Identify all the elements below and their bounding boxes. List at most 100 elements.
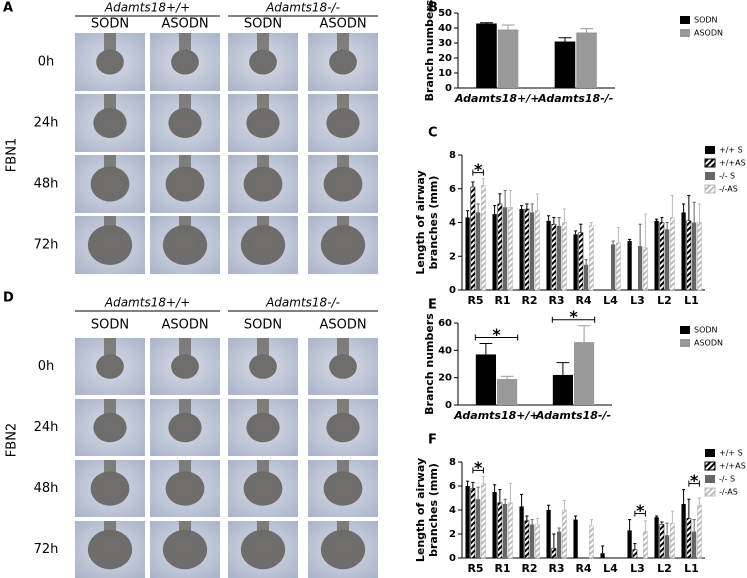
error-bar	[687, 195, 691, 221]
x-tick-label: R5	[467, 294, 483, 307]
panel-label: A	[3, 1, 13, 16]
y-tick-label: 8	[449, 457, 456, 468]
explant	[90, 166, 130, 202]
explant	[162, 529, 208, 570]
y-axis-label: branches (mm)	[427, 176, 440, 270]
bar	[611, 244, 616, 290]
error-bar	[520, 493, 524, 507]
trachea	[257, 521, 269, 539]
error-bar	[508, 189, 512, 208]
legend-label: +/+ S	[719, 449, 743, 458]
error-bar	[655, 218, 659, 221]
error-bar	[547, 504, 551, 510]
trachea	[104, 399, 116, 417]
bar	[697, 222, 702, 291]
bar	[481, 483, 486, 559]
bar	[578, 232, 584, 291]
y-tick-label: 60	[438, 318, 452, 329]
y-axis-label: Branch numbers	[423, 0, 436, 101]
treatment-header: SODN	[244, 17, 282, 32]
legend-label: -/- S	[719, 172, 735, 181]
error-bar	[557, 527, 561, 532]
bar	[697, 504, 702, 559]
error-bar	[589, 519, 593, 526]
explant	[326, 412, 360, 443]
trachea	[337, 216, 349, 234]
panel-label: C	[428, 126, 438, 141]
error-bar	[547, 215, 551, 221]
explant	[171, 354, 199, 379]
bar	[576, 32, 597, 88]
bar	[535, 210, 540, 291]
explant	[93, 107, 127, 139]
bar	[654, 517, 659, 558]
error-bar	[525, 203, 529, 209]
error-bar	[558, 37, 572, 42]
error-bar	[535, 517, 539, 525]
explant	[96, 354, 124, 379]
bar	[643, 247, 648, 291]
y-axis-label: Length of airway	[414, 458, 427, 562]
trachea	[104, 33, 116, 51]
y-tick-label: 4	[449, 505, 456, 516]
bar	[573, 234, 578, 290]
bar	[503, 207, 508, 290]
bar	[574, 342, 595, 405]
error-bar	[670, 510, 674, 524]
genotype-header: Adamts18-/-	[265, 296, 340, 310]
explant	[243, 471, 283, 506]
error-bar	[493, 205, 497, 215]
y-tick-label: 6	[449, 481, 456, 492]
error-bar	[498, 489, 502, 503]
bar	[562, 509, 567, 559]
error-bar	[535, 193, 539, 211]
explant	[171, 49, 199, 75]
bar	[557, 225, 562, 290]
error-bar	[562, 499, 566, 510]
trachea	[179, 216, 191, 234]
trachea	[337, 521, 349, 539]
y-tick-label: 0	[445, 83, 452, 94]
bar	[465, 217, 470, 290]
bar	[503, 504, 508, 558]
y-axis-label: Branch numbers	[423, 313, 436, 415]
bar	[546, 510, 551, 558]
panel-label: E	[428, 298, 437, 313]
protein-label: FBN2	[5, 423, 20, 457]
x-tick-label: L4	[603, 562, 618, 575]
x-tick-label: Adamts18-/-	[537, 92, 613, 105]
explant	[162, 224, 208, 266]
x-tick-label: R2	[521, 562, 537, 575]
bar	[546, 220, 551, 290]
x-tick-label: L2	[657, 562, 672, 575]
error-bar	[498, 193, 502, 204]
bar	[557, 531, 562, 558]
trachea	[104, 460, 116, 478]
bar	[519, 209, 524, 290]
explant	[323, 471, 363, 506]
trachea	[179, 460, 191, 478]
x-tick-label: R2	[521, 294, 537, 307]
trachea	[257, 33, 269, 51]
error-bar	[665, 522, 669, 536]
bar	[659, 222, 665, 291]
bar	[508, 502, 513, 559]
bar	[497, 379, 518, 405]
error-bar	[466, 210, 470, 218]
legend-swatch	[704, 158, 716, 168]
explant	[165, 166, 205, 202]
x-tick-label: L1	[684, 294, 699, 307]
trachea	[179, 399, 191, 417]
treatment-header: SODN	[244, 318, 282, 333]
error-bar	[633, 543, 637, 550]
explant	[329, 354, 357, 379]
bar	[475, 354, 496, 405]
error-bar	[601, 545, 605, 554]
legend-swatch	[680, 326, 690, 334]
bar	[670, 217, 675, 291]
bar	[524, 208, 530, 291]
y-tick-label: 50	[438, 8, 452, 19]
explant	[240, 529, 286, 570]
legend-label: +/+ S	[719, 146, 743, 155]
treatment-header: SODN	[91, 17, 129, 32]
